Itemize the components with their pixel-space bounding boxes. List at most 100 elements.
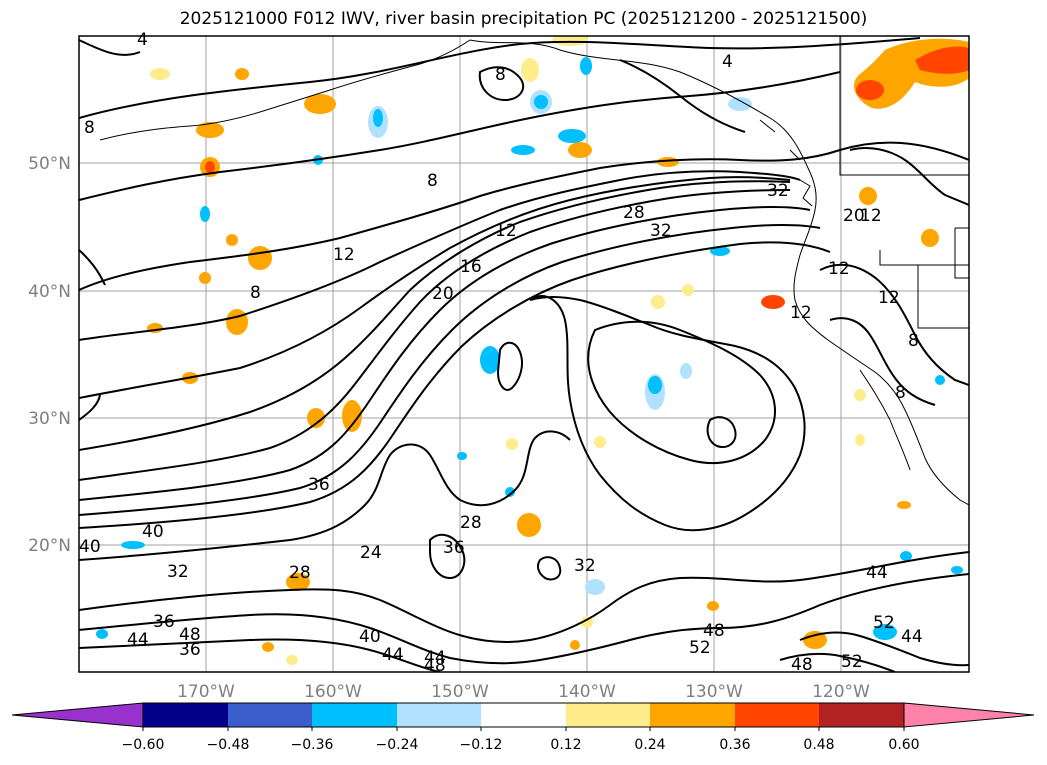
precip-patch — [707, 601, 719, 611]
precip-patch — [226, 309, 248, 335]
canada-border — [839, 36, 969, 176]
precip-patch — [558, 129, 586, 143]
colorbar-segment — [481, 703, 566, 727]
lon-label-120w: 120°W — [812, 682, 870, 702]
contour-label: 32 — [574, 556, 596, 576]
precip-patch — [915, 46, 969, 74]
contour-line — [799, 631, 969, 667]
precip-patch — [921, 229, 939, 247]
contour-label: 20 — [843, 206, 865, 226]
precip-patch — [96, 629, 108, 639]
state-border — [879, 250, 969, 266]
colorbar-tick-label: 0.48 — [803, 737, 834, 753]
contour-line — [849, 147, 969, 206]
lon-label-130w: 130°W — [685, 682, 743, 702]
baja-peninsula — [859, 369, 911, 471]
lat-label-30n: 30°N — [28, 409, 71, 429]
precip-patch — [682, 284, 694, 296]
lat-label-50n: 50°N — [28, 154, 71, 174]
precip-patch — [856, 80, 884, 100]
contour-label: 4 — [137, 30, 148, 50]
contour-loop — [529, 295, 806, 532]
contour-line — [779, 652, 896, 672]
colorbar-extend-low — [11, 702, 144, 728]
contour-label: 32 — [167, 562, 189, 582]
colorbar-segment — [143, 703, 228, 727]
precip-patch — [286, 573, 310, 591]
contour-label: 36 — [179, 640, 201, 660]
precip-patch — [728, 97, 752, 111]
contour-line — [79, 180, 791, 451]
contour-line — [79, 141, 969, 291]
lon-label-170w: 170°W — [177, 682, 235, 702]
colorbar-extend-high — [903, 702, 1035, 728]
colorbar-segment — [228, 703, 312, 727]
contour-line — [79, 573, 969, 665]
contour-line — [79, 430, 571, 561]
colorbar-tick-label: −0.36 — [291, 737, 334, 753]
contour-loop — [496, 341, 523, 391]
precip-patch — [648, 376, 662, 394]
colorbar-tick-label: 0.12 — [550, 737, 581, 753]
precip-patch — [951, 566, 963, 574]
precip-patch — [680, 363, 692, 379]
contour-label: 28 — [623, 203, 645, 223]
precip-patch — [196, 122, 224, 138]
colorbar-tick-label: 0.60 — [888, 737, 919, 753]
contour-loop — [706, 416, 737, 448]
precip-patch — [521, 58, 539, 82]
precip-patch — [199, 272, 211, 284]
precip-patch — [506, 438, 518, 450]
gridlines — [79, 36, 969, 672]
contour-label: 52 — [873, 613, 895, 633]
precip-patch — [480, 346, 500, 374]
contour-label: 40 — [142, 522, 164, 542]
colorbar-segment — [650, 703, 735, 727]
colorbar-segment — [566, 703, 650, 727]
precip-patch — [594, 436, 606, 448]
state-border — [954, 227, 969, 279]
contour-label: 12 — [495, 221, 517, 241]
contour-line — [79, 224, 821, 516]
contour-label: 32 — [767, 181, 789, 201]
precip-patch — [307, 408, 325, 428]
precip-patch — [248, 246, 272, 270]
contour-label: 36 — [308, 475, 330, 495]
contour-label: 44 — [127, 630, 149, 650]
lon-label-160w: 160°W — [304, 682, 362, 702]
colorbar-segment — [397, 703, 481, 727]
contour-loop — [429, 533, 466, 580]
west-coast-outline — [469, 39, 969, 506]
precip-patch — [897, 501, 911, 509]
colorbar-tick-label: −0.24 — [376, 737, 419, 753]
colorbar: −0.60 −0.48 −0.36 −0.24 −0.12 0.12 0.24 … — [11, 702, 1035, 753]
contour-label: 44 — [866, 563, 888, 583]
contour-line — [79, 638, 441, 672]
precip-patch — [373, 109, 383, 127]
contour-label: 48 — [179, 625, 201, 645]
precip-patch — [226, 234, 238, 246]
coastlines — [99, 36, 969, 506]
contour-line — [79, 71, 841, 201]
colorbar-segment — [819, 703, 904, 727]
contour-label: 40 — [79, 537, 101, 557]
precip-patch — [286, 655, 298, 665]
map-background — [79, 36, 969, 672]
contour-line — [79, 189, 791, 481]
contour-line — [79, 39, 141, 56]
contour-line — [79, 249, 106, 286]
precip-patch — [568, 142, 592, 158]
contour-label: 8 — [495, 65, 506, 85]
contour-line — [619, 59, 746, 133]
colorbar-tick-label: −0.48 — [207, 737, 250, 753]
contour-label: 16 — [460, 257, 482, 277]
contour-label: 12 — [333, 245, 355, 265]
precip-patch — [121, 541, 145, 549]
precip-patch — [205, 161, 215, 173]
contour-label: 48 — [791, 655, 813, 675]
precip-patch — [200, 206, 210, 222]
precipitation-shading — [96, 36, 969, 665]
state-border — [917, 265, 969, 329]
contour-label: 52 — [841, 652, 863, 672]
precip-patch — [534, 95, 548, 109]
